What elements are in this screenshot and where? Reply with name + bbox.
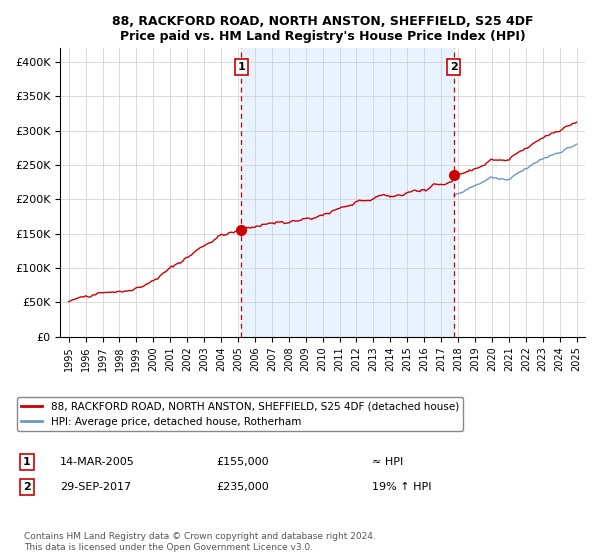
Bar	[241, 48, 454, 337]
Text: £235,000: £235,000	[216, 482, 269, 492]
Text: 1: 1	[238, 62, 245, 72]
Text: 19% ↑ HPI: 19% ↑ HPI	[372, 482, 431, 492]
Text: 1: 1	[23, 457, 31, 467]
Text: 2: 2	[23, 482, 31, 492]
Legend: 88, RACKFORD ROAD, NORTH ANSTON, SHEFFIELD, S25 4DF (detached house), HPI: Avera: 88, RACKFORD ROAD, NORTH ANSTON, SHEFFIE…	[17, 397, 463, 431]
Text: Contains HM Land Registry data © Crown copyright and database right 2024.
This d: Contains HM Land Registry data © Crown c…	[24, 532, 376, 552]
Text: 14-MAR-2005: 14-MAR-2005	[60, 457, 135, 467]
Title: 88, RACKFORD ROAD, NORTH ANSTON, SHEFFIELD, S25 4DF
Price paid vs. HM Land Regis: 88, RACKFORD ROAD, NORTH ANSTON, SHEFFIE…	[112, 15, 533, 43]
Text: 2: 2	[450, 62, 458, 72]
Text: 29-SEP-2017: 29-SEP-2017	[60, 482, 131, 492]
Text: ≈ HPI: ≈ HPI	[372, 457, 403, 467]
Text: £155,000: £155,000	[216, 457, 269, 467]
